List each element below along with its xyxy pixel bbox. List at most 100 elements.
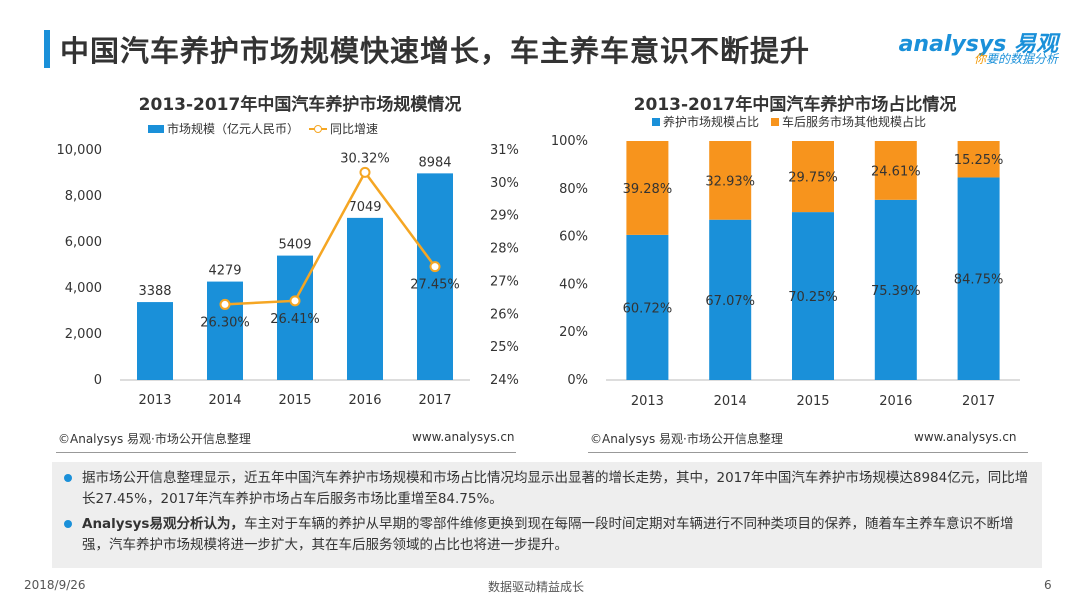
segment-label-maintenance: 75.39% xyxy=(871,284,921,299)
y-tick-label: 20% xyxy=(559,325,588,340)
growth-rate-label: 26.30% xyxy=(200,315,250,330)
bar-segment-maintenance xyxy=(792,212,834,380)
legend-line-swatch xyxy=(309,124,328,134)
y-left-tick-label: 8,000 xyxy=(65,189,102,204)
bar-segment-maintenance xyxy=(626,234,669,380)
legend-a-label: 养护市场规模占比 xyxy=(663,115,760,129)
y-right-tick-label: 29% xyxy=(490,209,519,224)
bar-segment-other xyxy=(626,141,669,235)
summary-box: 据市场公开信息整理显示，近五年中国汽车养护市场规模和市场占比情况均显示出显著的增… xyxy=(52,462,1042,568)
legend-a-swatch xyxy=(652,117,660,126)
x-tick-label: 2015 xyxy=(278,393,311,408)
segment-label-maintenance: 84.75% xyxy=(954,273,1004,288)
segment-label-other: 24.61% xyxy=(871,164,921,179)
y-tick-label: 40% xyxy=(559,277,588,292)
left-chart: 0 2,000 4,000 6,000 8,000 10,000 24% 25% 26% 27% 2… xyxy=(57,143,519,408)
bar-market-size xyxy=(417,173,453,380)
y-right-tick-label: 28% xyxy=(490,242,519,257)
growth-rate-line xyxy=(224,170,437,306)
y-tick-label: 100% xyxy=(551,134,588,149)
growth-rate-point xyxy=(219,298,231,310)
bar-market-size xyxy=(347,217,383,380)
analysys-logo: analysys 易观 你要的数据分析 xyxy=(899,26,1058,70)
page-title: 中国汽车养护市场规模快速增长，车主养车意识不断提升 xyxy=(60,34,811,68)
bar-value-label: 5409 xyxy=(278,238,311,253)
bullet-icon xyxy=(64,520,72,528)
legend-line-label: 同比增速 xyxy=(330,122,379,136)
summary-point-1: 据市场公开信息整理显示，近五年中国汽车养护市场规模和市场占比情况均显示出显著的增… xyxy=(62,468,1030,510)
right-chart: 0% 20% 40% 60% 80% 100% 60.72% 39.28% 2013 67.07%… xyxy=(551,134,1020,409)
bar-market-size xyxy=(137,302,173,380)
bar-value-label: 3388 xyxy=(138,284,171,299)
left-divider xyxy=(56,452,516,453)
bar-segment-other xyxy=(792,141,834,213)
bar-value-label: 8984 xyxy=(418,155,451,170)
x-tick-label: 2017 xyxy=(962,394,995,409)
bar-segment-other xyxy=(874,141,917,200)
y-left-tick-label: 0 xyxy=(94,373,102,388)
legend-bar-label: 市场规模（亿元人民币） xyxy=(167,122,300,136)
right-chart-source: ©Analysys 易观·市场公开信息整理 xyxy=(590,432,783,446)
y-right-tick-label: 27% xyxy=(490,274,519,289)
y-right-tick-label: 24% xyxy=(490,373,519,388)
x-tick-label: 2014 xyxy=(714,394,747,409)
bar-segment-maintenance xyxy=(957,177,1000,380)
legend-bar-swatch xyxy=(148,124,164,133)
y-left-tick-label: 10,000 xyxy=(57,143,103,158)
footer-slogan: 数据驱动精益成长 xyxy=(488,580,585,594)
title-accent-bar xyxy=(44,30,50,68)
segment-label-other: 29.75% xyxy=(788,171,838,186)
x-tick-label: 2015 xyxy=(796,394,829,409)
x-tick-label: 2013 xyxy=(138,393,171,408)
segment-label-other: 32.93% xyxy=(705,174,755,189)
growth-rate-point xyxy=(429,261,441,273)
bar-segment-maintenance xyxy=(709,219,752,380)
left-chart-url: www.analysys.cn xyxy=(412,430,515,444)
growth-rate-point xyxy=(289,295,301,307)
footer-page-number: 6 xyxy=(1044,578,1052,592)
segment-label-other: 15.25% xyxy=(954,153,1004,168)
bar-segment-other xyxy=(709,141,752,220)
left-chart-legend: 市场规模（亿元人民币） 同比增速 xyxy=(148,120,378,137)
summary-analyst-lead: Analysys易观分析认为， xyxy=(82,516,244,532)
right-chart-title: 2013-2017年中国汽车养护市场占比情况 xyxy=(633,95,957,115)
growth-rate-label: 27.45% xyxy=(410,278,460,293)
bar-segment-other xyxy=(957,141,1000,178)
y-left-tick-label: 4,000 xyxy=(65,281,102,296)
y-left-tick-label: 6,000 xyxy=(65,235,102,250)
legend-b-swatch xyxy=(771,117,780,126)
y-right-tick-label: 30% xyxy=(490,176,519,191)
y-tick-label: 0% xyxy=(567,373,588,388)
right-chart-legend: 养护市场规模占比 车后服务市场其他规模占比 xyxy=(652,113,938,130)
y-right-tick-label: 26% xyxy=(490,307,519,322)
growth-rate-label: 30.32% xyxy=(340,151,390,166)
x-tick-label: 2017 xyxy=(418,393,451,408)
bar-value-label: 7049 xyxy=(348,200,381,215)
left-chart-source: ©Analysys 易观·市场公开信息整理 xyxy=(58,432,251,446)
right-divider xyxy=(588,452,1028,453)
summary-point-2: Analysys易观分析认为，车主对于车辆的养护从早期的零部件维修更换到现在每隔… xyxy=(62,514,1030,556)
x-tick-label: 2016 xyxy=(879,394,912,409)
y-tick-label: 80% xyxy=(559,182,588,197)
left-chart-title: 2013-2017年中国汽车养护市场规模情况 xyxy=(138,95,462,115)
x-tick-label: 2016 xyxy=(348,393,381,408)
x-tick-label: 2013 xyxy=(631,394,664,409)
bar-segment-maintenance xyxy=(874,199,917,380)
x-tick-label: 2014 xyxy=(208,393,241,408)
growth-rate-label: 26.41% xyxy=(270,312,320,327)
growth-rate-point xyxy=(359,166,371,178)
right-chart-url: www.analysys.cn xyxy=(914,430,1017,444)
footer-date: 2018/9/26 xyxy=(24,578,86,592)
y-right-tick-label: 31% xyxy=(490,143,519,158)
segment-label-maintenance: 67.07% xyxy=(705,294,755,309)
bullet-icon xyxy=(64,474,72,482)
segment-label-other: 39.28% xyxy=(623,182,673,197)
y-right-tick-label: 25% xyxy=(490,340,519,355)
segment-label-maintenance: 60.72% xyxy=(623,301,673,316)
legend-b-label: 车后服务市场其他规模占比 xyxy=(782,115,927,129)
bar-value-label: 4279 xyxy=(208,264,241,279)
segment-label-maintenance: 70.25% xyxy=(788,290,838,305)
y-left-tick-label: 2,000 xyxy=(65,327,102,342)
logo-tagline: 你要的数据分析 xyxy=(973,52,1058,66)
logo-main: analysys 易观 xyxy=(898,32,1058,57)
